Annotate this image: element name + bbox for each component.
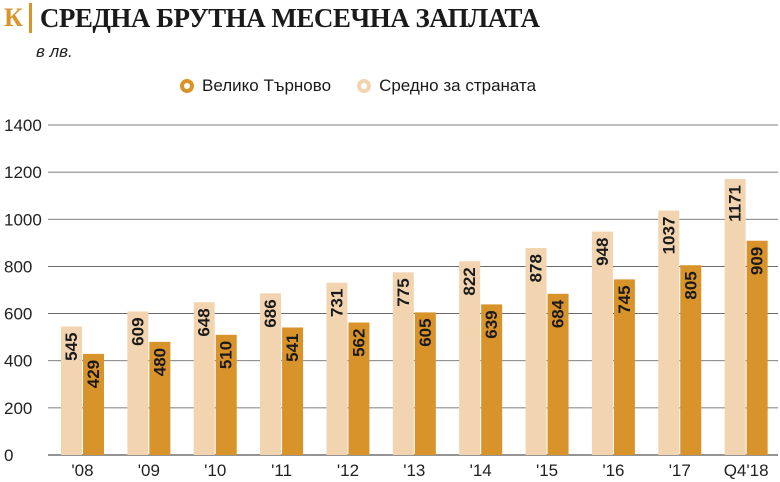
bar bbox=[282, 327, 304, 455]
data-label: 429 bbox=[84, 360, 103, 388]
bar bbox=[724, 178, 746, 455]
bar bbox=[326, 282, 348, 455]
y-tick-label: 400 bbox=[4, 352, 32, 371]
x-tick-label: '17 bbox=[669, 461, 691, 480]
y-tick-label: 1200 bbox=[4, 163, 42, 182]
y-tick-label: 0 bbox=[4, 446, 13, 465]
bar bbox=[746, 240, 768, 455]
bar bbox=[260, 293, 282, 455]
bar bbox=[392, 272, 414, 455]
logo: К bbox=[4, 3, 32, 33]
legend-item-town: Велико Търново bbox=[180, 76, 331, 96]
data-label: 480 bbox=[150, 348, 169, 376]
legend-marker-town bbox=[180, 79, 194, 93]
legend-item-national: Средно за страната bbox=[357, 76, 536, 96]
data-label: 878 bbox=[527, 254, 546, 282]
data-label: 684 bbox=[549, 299, 568, 328]
chart-title: СРЕДНА БРУТНА МЕСЕЧНА ЗАПЛАТА bbox=[39, 2, 540, 33]
data-label: 686 bbox=[261, 299, 280, 327]
x-tick-label: '15 bbox=[536, 461, 558, 480]
x-tick-label: '08 bbox=[71, 461, 93, 480]
chart-legend: Велико Търново Средно за страната bbox=[180, 76, 536, 96]
bar bbox=[525, 248, 547, 455]
x-tick-label: '14 bbox=[470, 461, 492, 480]
data-label: 609 bbox=[128, 317, 147, 345]
data-label: 1171 bbox=[726, 185, 745, 222]
y-tick-label: 600 bbox=[4, 305, 32, 324]
data-label: 562 bbox=[349, 329, 368, 357]
data-label: 909 bbox=[748, 247, 767, 275]
legend-label-town: Велико Търново bbox=[202, 76, 332, 95]
x-tick-label: '13 bbox=[403, 461, 425, 480]
bar bbox=[591, 231, 613, 455]
bar bbox=[149, 341, 171, 455]
x-tick-label: '11 bbox=[271, 461, 292, 480]
data-label: 775 bbox=[394, 278, 413, 306]
data-label: 541 bbox=[283, 333, 302, 361]
bar bbox=[414, 312, 436, 455]
data-label: 648 bbox=[195, 308, 214, 336]
bar bbox=[547, 293, 569, 455]
data-label: 605 bbox=[416, 318, 435, 346]
chart-header: К СРЕДНА БРУТНА МЕСЕЧНА ЗАПЛАТА bbox=[4, 2, 540, 34]
data-label: 805 bbox=[681, 271, 700, 299]
x-tick-label: '10 bbox=[204, 461, 226, 480]
bar bbox=[481, 304, 503, 455]
bar bbox=[193, 302, 215, 455]
data-label: 948 bbox=[593, 238, 612, 266]
bar bbox=[658, 210, 680, 455]
bar bbox=[680, 265, 702, 455]
data-label: 545 bbox=[62, 333, 81, 361]
y-tick-label: 800 bbox=[4, 257, 32, 276]
y-tick-label: 200 bbox=[4, 399, 32, 418]
bar bbox=[61, 326, 82, 455]
data-label: 731 bbox=[327, 289, 346, 317]
data-label: 745 bbox=[615, 285, 634, 313]
x-tick-label: '16 bbox=[602, 461, 624, 480]
legend-label-national: Средно за страната bbox=[379, 76, 537, 95]
data-label: 1037 bbox=[659, 217, 678, 255]
y-tick-label: 1000 bbox=[4, 210, 42, 229]
x-tick-label: Q4'18 bbox=[724, 461, 769, 480]
y-tick-label: 1400 bbox=[4, 116, 42, 135]
data-label: 639 bbox=[482, 310, 501, 338]
bar bbox=[215, 334, 237, 455]
x-tick-label: '09 bbox=[138, 461, 160, 480]
legend-marker-national bbox=[357, 79, 372, 93]
data-label: 822 bbox=[460, 267, 479, 295]
bar bbox=[83, 353, 104, 455]
bar bbox=[127, 311, 149, 455]
data-label: 510 bbox=[217, 341, 236, 369]
bar bbox=[613, 279, 635, 455]
bar bbox=[348, 322, 370, 455]
bar bbox=[459, 261, 481, 455]
unit-label: в лв. bbox=[36, 42, 73, 61]
x-tick-label: '12 bbox=[337, 461, 359, 480]
